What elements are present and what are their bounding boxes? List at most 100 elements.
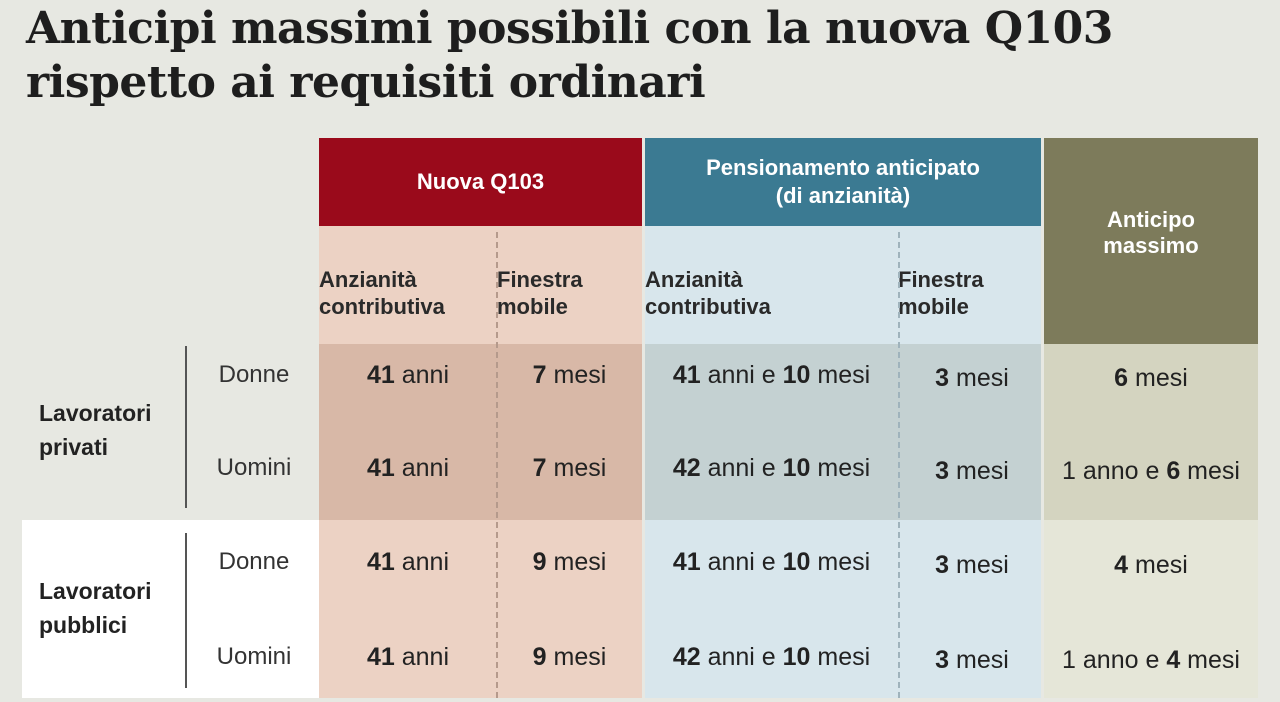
value-number: 6 [1114, 363, 1129, 392]
cell-pens-anzianita: 42 anni e 10 mesi [645, 637, 898, 677]
value-number: 10 [782, 547, 811, 576]
title-line-1: Anticipi massimi possibili con la nuova … [26, 3, 1113, 54]
cell-q103-anzianita: 41 anni [319, 542, 497, 582]
header-pensionamento-line-2: (di anzianità) [775, 183, 911, 208]
row-label-text: Donne [218, 361, 290, 388]
subheader-finestra-line-2: mobile [497, 294, 568, 319]
cell-pens-finestra: 3 mesi [898, 451, 1046, 491]
band-q103-privati [319, 344, 642, 520]
value-number: 3 [935, 550, 950, 579]
value-number: 10 [782, 453, 811, 482]
cell-pens-finestra: 3 mesi [898, 358, 1046, 398]
band-antic-privati [1044, 344, 1258, 520]
row-label-text: Uomini [216, 454, 292, 481]
value-number: 41 [672, 360, 701, 389]
group-privati-line-1: Lavoratori [39, 400, 152, 426]
value-unit: mesi [949, 550, 1009, 579]
row-label: Uomini [195, 448, 313, 488]
header-nuova-q103-label: Nuova Q103 [416, 169, 545, 194]
subheader-finestra-line-1: Finestra [898, 267, 984, 292]
row-label-text: Donne [218, 548, 290, 575]
subheader-pens-anzianita: Anzianità contributiva [645, 226, 898, 344]
cell-pens-anzianita: 41 anni e 10 mesi [645, 542, 898, 582]
value-unit: anni [394, 360, 450, 389]
value-unit: anni [394, 547, 450, 576]
value-number: 10 [782, 360, 811, 389]
value-unit: mesi [1180, 456, 1240, 485]
value-unit: anni [394, 453, 450, 482]
value-unit: mesi [949, 363, 1009, 392]
page-title: Anticipi massimi possibili con la nuova … [26, 2, 1266, 110]
column-divider-pensionamento [898, 232, 900, 698]
cell-pens-anzianita: 42 anni e 10 mesi [645, 448, 898, 488]
value-unit: mesi [546, 547, 607, 576]
cell-q103-finestra: 7 mesi [497, 448, 642, 488]
value-unit: anni e [700, 642, 783, 671]
subheader-q103-anzianita: Anzianità contributiva [319, 226, 497, 344]
subheader-pens-finestra: Finestra mobile [898, 226, 1041, 344]
value-unit: mesi [810, 453, 871, 482]
value-number: 3 [935, 645, 950, 674]
value-unit: mesi [949, 645, 1009, 674]
band-q103-pubblici [319, 520, 642, 698]
subheader-finestra-line-1: Finestra [497, 267, 583, 292]
cell-anticipo-massimo: 4 mesi [1044, 545, 1258, 585]
cell-pens-finestra: 3 mesi [898, 545, 1046, 585]
value-unit: mesi [1128, 550, 1188, 579]
value-number: 42 [672, 453, 701, 482]
value-unit: mesi [810, 642, 871, 671]
value-number: 9 [532, 547, 547, 576]
header-pensionamento-anticipato: Pensionamento anticipato (di anzianità) [645, 138, 1041, 226]
value-unit: mesi [810, 360, 871, 389]
row-label: Donne [195, 542, 313, 582]
band-pens-privati [645, 344, 1041, 520]
header-anticipo-line-1: Anticipo [1107, 207, 1195, 232]
group-label-pubblici: Lavoratori pubblici [39, 574, 151, 642]
value-number: 42 [672, 642, 701, 671]
value-unit: anni e [700, 547, 783, 576]
subheader-anzianita-line-1: Anzianità [319, 267, 417, 292]
value-number: 7 [532, 360, 547, 389]
group-divider-pubblici [185, 533, 187, 688]
band-pens-pubblici [645, 520, 1041, 698]
subheader-anzianita-line-2: contributiva [319, 294, 445, 319]
row-label-text: Uomini [216, 643, 292, 670]
subheader-anzianita-line-2: contributiva [645, 294, 771, 319]
title-line-2: rispetto ai requisiti ordinari [26, 57, 706, 108]
value-unit: mesi [1180, 645, 1240, 674]
column-divider-q103 [496, 232, 498, 698]
band-antic-pubblici [1044, 520, 1258, 698]
cell-q103-finestra: 9 mesi [497, 637, 642, 677]
group-privati-line-2: privati [39, 434, 109, 460]
value-number: 3 [935, 363, 950, 392]
value-unit: mesi [1128, 363, 1188, 392]
header-nuova-q103: Nuova Q103 [319, 138, 642, 226]
value-prefix: 1 anno e [1062, 645, 1167, 674]
value-number: 41 [366, 642, 395, 671]
cell-pens-finestra: 3 mesi [898, 640, 1046, 680]
value-number: 9 [532, 642, 547, 671]
subheader-finestra-line-2: mobile [898, 294, 969, 319]
group-divider-privati [185, 346, 187, 508]
cell-anticipo-massimo: 6 mesi [1044, 358, 1258, 398]
value-unit: mesi [546, 360, 607, 389]
value-number: 41 [366, 360, 395, 389]
value-number: 10 [782, 642, 811, 671]
cell-anticipo-massimo: 1 anno e 6 mesi [1044, 451, 1258, 491]
group-pubblici-line-2: pubblici [39, 612, 128, 638]
group-label-privati: Lavoratori privati [39, 396, 151, 464]
header-anticipo-line-2: massimo [1103, 233, 1199, 258]
value-number: 3 [935, 456, 950, 485]
header-pensionamento-line-1: Pensionamento anticipato [706, 155, 980, 180]
value-number: 41 [672, 547, 701, 576]
cell-pens-anzianita: 41 anni e 10 mesi [645, 355, 898, 395]
cell-q103-anzianita: 41 anni [319, 637, 497, 677]
value-number: 4 [1114, 550, 1129, 579]
value-number: 4 [1166, 645, 1181, 674]
value-prefix: 1 anno e [1062, 456, 1167, 485]
value-unit: anni e [700, 453, 783, 482]
value-number: 41 [366, 453, 395, 482]
cell-q103-finestra: 7 mesi [497, 355, 642, 395]
row-label: Donne [195, 355, 313, 395]
value-number: 6 [1166, 456, 1181, 485]
